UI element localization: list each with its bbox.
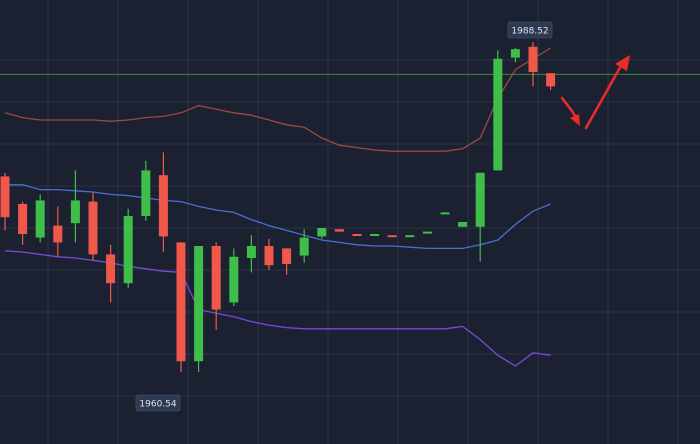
candle-body — [194, 246, 204, 362]
high-price-label-bg — [507, 21, 553, 39]
candle — [510, 48, 520, 63]
low-price-label-bg — [135, 394, 181, 412]
upper-band-line — [4, 47, 551, 152]
candle — [299, 229, 309, 263]
candle — [282, 248, 292, 275]
candle — [264, 238, 274, 270]
candle-body — [422, 231, 432, 234]
candle-body — [106, 254, 116, 284]
candle — [352, 234, 362, 236]
candle-body — [70, 200, 80, 224]
candle-body — [317, 228, 327, 237]
middle-band-line — [5, 184, 551, 250]
candle — [211, 242, 221, 330]
candle — [458, 222, 468, 227]
candle — [141, 160, 151, 221]
candle — [246, 235, 256, 273]
candle-body — [299, 237, 309, 256]
candle — [334, 229, 344, 232]
candle-body — [282, 248, 292, 264]
candle-body — [370, 234, 380, 236]
candle — [422, 231, 432, 234]
candle — [387, 235, 397, 238]
candle-body — [123, 216, 133, 284]
up-arrow-head — [615, 55, 630, 71]
up-arrow-line — [584, 62, 624, 130]
candle — [440, 212, 450, 215]
candle-body — [35, 200, 45, 238]
candle-body — [264, 246, 274, 266]
low-price-label: 1960.54 — [135, 394, 181, 412]
candle-body — [440, 212, 450, 215]
candle — [123, 208, 133, 288]
high-price-label-text: 1988.52 — [511, 27, 548, 37]
candle-body — [88, 201, 98, 255]
candle — [475, 172, 485, 262]
candle — [317, 228, 327, 239]
trend-arrows — [560, 55, 630, 130]
candle-body — [229, 256, 239, 303]
candle-body — [246, 246, 256, 258]
candle — [405, 235, 415, 238]
candle — [176, 242, 186, 372]
price-labels: 1988.52 1960.54 — [135, 21, 553, 412]
candle — [106, 244, 116, 303]
candle-body — [493, 58, 503, 171]
candle-body — [158, 175, 168, 237]
candle-body — [141, 170, 151, 216]
candle — [493, 50, 503, 171]
candle-body — [18, 204, 28, 234]
candles — [0, 42, 556, 372]
low-price-label-text: 1960.54 — [139, 400, 176, 410]
candle — [35, 194, 45, 243]
candle — [546, 73, 556, 90]
candle-body — [53, 225, 63, 243]
candle-body — [0, 176, 10, 218]
candle-body — [510, 49, 520, 58]
candle — [0, 172, 10, 231]
bollinger-bands — [4, 47, 551, 367]
candle-body — [211, 246, 221, 310]
down-arrow-head — [570, 114, 580, 126]
candle — [53, 206, 63, 257]
candle — [158, 152, 168, 252]
candle-body — [546, 73, 556, 87]
candle — [229, 248, 239, 306]
candle — [194, 246, 204, 372]
lower-band-line — [4, 250, 551, 367]
candle — [18, 201, 28, 245]
candle-body — [475, 172, 485, 227]
candle — [528, 42, 538, 87]
candle — [70, 170, 80, 243]
high-price-label: 1988.52 — [507, 21, 553, 39]
candle-body — [334, 229, 344, 232]
candle-body — [352, 234, 362, 236]
candle-body — [528, 46, 538, 72]
candle-body — [176, 242, 186, 362]
candle — [88, 192, 98, 261]
candle-body — [405, 235, 415, 238]
candle — [370, 234, 380, 236]
candle-body — [387, 235, 397, 238]
candle-body — [458, 222, 468, 227]
